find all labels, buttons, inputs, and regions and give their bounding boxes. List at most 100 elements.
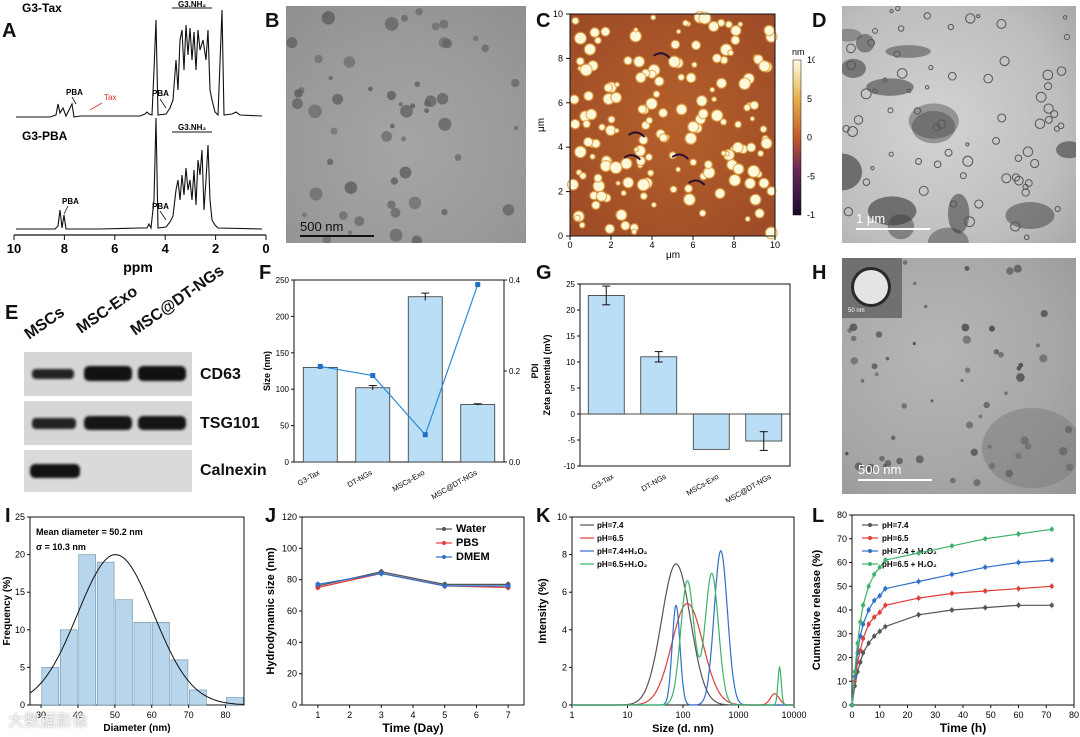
nanogel-particle <box>384 17 399 31</box>
nanogel-particle <box>415 8 423 16</box>
nanogel-particle <box>381 131 392 142</box>
data-point <box>883 603 888 608</box>
gaussian-fit <box>29 554 245 705</box>
nanogel-particle <box>511 78 520 88</box>
distribution-curve <box>572 572 794 706</box>
exosome-vesicle <box>906 88 912 94</box>
afm-particle <box>731 36 740 45</box>
y-tick-label: 0 <box>292 700 297 710</box>
exosome-vesicle <box>996 19 1007 29</box>
pba-label-3: PBA <box>62 197 79 206</box>
x-tick-label: 1 <box>569 710 574 720</box>
nanogel-particle <box>330 127 338 135</box>
x-tick-label: 60 <box>147 710 157 720</box>
afm-y-tick-label: 4 <box>558 142 563 152</box>
inset-vesicle <box>854 270 888 304</box>
afm-particle <box>733 164 744 174</box>
afm-particle <box>747 143 756 152</box>
afm-particle <box>711 110 723 121</box>
y-tick-label: 70 <box>837 534 847 544</box>
afm-particle <box>594 174 602 182</box>
hybrid-particle <box>1013 264 1022 273</box>
panel-label-e: E <box>5 302 19 324</box>
nanogel-particle <box>454 154 462 161</box>
y-tick-label: 50 <box>837 581 847 591</box>
histogram-bar <box>41 667 60 706</box>
size-bar <box>460 404 496 463</box>
chart-g: -10 -5 0 5 10 15 20 25 Zeta potential (mV) G3-Tax… <box>542 280 791 502</box>
hybrid-particle <box>854 462 863 471</box>
afm-particle <box>601 27 610 36</box>
nmr-x-tick-label: 0 <box>262 241 269 256</box>
afm-particle <box>755 209 764 218</box>
tem-inset: 50 nm <box>842 258 902 318</box>
pba-arrow-3 <box>63 205 69 215</box>
afm-particle <box>624 57 632 65</box>
data-point <box>852 669 857 674</box>
nmr-title-bottom: G3-PBA <box>22 129 68 143</box>
x-tick-label: DT-NGs <box>640 472 668 493</box>
afm-particle <box>731 26 741 36</box>
tem-particles-h <box>845 260 1076 488</box>
legend-marker <box>442 527 446 531</box>
data-point <box>983 589 988 593</box>
exosome-vesicle <box>1011 173 1021 182</box>
afm-particle <box>636 73 646 83</box>
afm-particle <box>634 148 638 152</box>
nanogel-particle <box>472 35 479 42</box>
nanogel-particle <box>354 216 365 227</box>
band <box>32 369 74 379</box>
panel-label-c: C <box>536 10 551 32</box>
exosome-vesicle <box>944 148 953 157</box>
nanogel-particle <box>441 208 448 216</box>
data-point <box>866 622 871 627</box>
y-tick-label: 15 <box>15 587 25 597</box>
pdi-point <box>422 432 428 438</box>
scalebar-label-b: 500 nm <box>300 219 344 234</box>
afm-particle <box>584 91 593 101</box>
exosome-vesicle <box>1063 33 1071 41</box>
scalebar-b <box>300 235 374 237</box>
blot-strip-cd63 <box>24 352 192 396</box>
afm-y-tick-label: 8 <box>558 53 563 63</box>
legend-label: PBS <box>456 537 479 549</box>
legend-label: pH=7.4 <box>597 521 624 530</box>
hybrid-particle <box>884 460 892 467</box>
exosome-vesicle <box>924 85 930 90</box>
nanogel-particle <box>324 12 329 18</box>
panel-label-a: A <box>2 20 17 42</box>
x-tick-label: 0 <box>849 710 854 720</box>
afm-particle <box>750 117 754 121</box>
y-axis-label: Cumulative release (%) <box>811 549 823 670</box>
western-blot: MSCs MSC-Exo MSC@DT-NGs CD63 TSG101 Caln… <box>20 262 267 495</box>
afm-particle <box>611 92 621 103</box>
exosome-vesicle <box>1044 115 1053 124</box>
hybrid-particle <box>966 421 974 429</box>
afm-particle <box>710 87 715 92</box>
data-point <box>1049 584 1054 589</box>
afm-particle <box>590 154 595 159</box>
afm-particle <box>615 82 619 87</box>
afm-particle <box>592 201 600 209</box>
x-tick-label: 70 <box>1041 710 1051 720</box>
afm-particle <box>604 84 612 92</box>
size-bar <box>355 387 391 463</box>
afm-particle <box>688 121 699 132</box>
exosome-vesicle <box>915 158 922 165</box>
data-point <box>866 584 871 589</box>
exosome-vesicle <box>959 172 967 180</box>
tax-label: Tax <box>104 93 116 102</box>
data-point <box>949 591 954 596</box>
afm-x-tick-label: 10 <box>770 240 780 250</box>
legend-marker <box>868 536 872 540</box>
y-tick-label: 250 <box>276 276 290 285</box>
y-axis-label: Frequency (%) <box>2 577 13 646</box>
hybrid-particle <box>890 435 896 441</box>
afm-y-tick-label: 2 <box>558 187 563 197</box>
nanogel-particle <box>414 81 421 88</box>
hybrid-particle <box>866 463 875 473</box>
y-tick-label: 150 <box>276 349 290 358</box>
afm-particle <box>615 128 619 133</box>
series-line <box>851 528 1052 706</box>
hybrid-particle <box>978 414 983 419</box>
